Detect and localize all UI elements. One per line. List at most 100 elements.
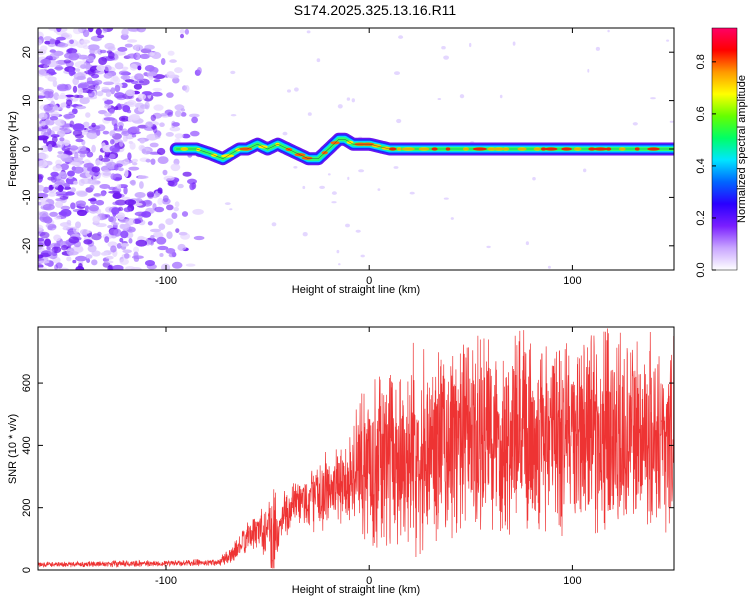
noise-blob xyxy=(55,191,68,196)
noise-blob xyxy=(111,207,120,215)
noise-speckle xyxy=(393,166,399,169)
noise-speckle xyxy=(666,39,670,42)
spectrogram-y-tick-label: 10 xyxy=(21,94,33,106)
noise-blob xyxy=(60,205,71,211)
colorbar-tick-label: 0.8 xyxy=(695,54,707,69)
noise-blob xyxy=(146,71,158,77)
noise-blob xyxy=(181,133,191,139)
noise-blob xyxy=(44,238,51,247)
noise-blob xyxy=(169,126,181,132)
noise-blob xyxy=(145,260,155,267)
noise-speckle xyxy=(409,191,415,195)
noise-blob xyxy=(52,79,58,87)
noise-blob xyxy=(44,73,52,79)
noise-blob xyxy=(48,248,55,256)
noise-blob xyxy=(48,71,57,75)
noise-blob xyxy=(103,112,112,117)
noise-blob xyxy=(163,175,175,181)
noise-blob xyxy=(55,262,63,269)
noise-blob xyxy=(62,158,74,163)
noise-blob xyxy=(107,46,116,51)
noise-blob xyxy=(105,255,114,260)
noise-blob xyxy=(190,130,200,137)
noise-blob xyxy=(137,65,142,71)
snr-x-tick-label: -100 xyxy=(155,575,177,587)
noise-blob xyxy=(75,200,87,207)
noise-blob xyxy=(53,243,61,248)
noise-blob xyxy=(118,115,130,122)
noise-blob xyxy=(56,140,65,149)
noise-blob xyxy=(87,179,98,185)
noise-blob xyxy=(118,125,124,131)
noise-blob xyxy=(130,267,142,270)
noise-speckle xyxy=(587,68,590,73)
noise-blob xyxy=(129,142,136,150)
noise-blob xyxy=(96,91,104,97)
noise-blob xyxy=(91,259,98,266)
noise-blob xyxy=(174,104,185,111)
noise-blob xyxy=(153,79,161,83)
noise-blob xyxy=(72,259,77,264)
snr-series-line xyxy=(38,328,674,569)
snr-y-tick-label: 600 xyxy=(21,374,33,392)
noise-blob xyxy=(91,166,101,173)
noise-blob xyxy=(97,34,105,39)
noise-blob xyxy=(178,231,188,236)
noise-blob xyxy=(145,121,154,128)
noise-speckle xyxy=(307,112,312,116)
noise-blob xyxy=(39,211,49,218)
noise-blob xyxy=(51,126,63,132)
noise-blob xyxy=(119,140,124,147)
noise-blob xyxy=(83,121,90,128)
noise-speckle xyxy=(229,208,233,211)
signal-ridge-centerline xyxy=(176,139,674,160)
noise-blob xyxy=(174,201,180,208)
noise-blob xyxy=(64,115,71,120)
noise-blob xyxy=(108,153,116,159)
noise-blob xyxy=(167,50,175,56)
noise-blob xyxy=(159,122,165,127)
noise-speckle xyxy=(224,202,231,206)
noise-blob xyxy=(85,254,93,259)
noise-blob xyxy=(146,191,155,198)
spectrogram-x-tick-label: -100 xyxy=(155,275,177,287)
noise-blob xyxy=(100,191,106,197)
noise-speckle xyxy=(525,241,530,246)
snr-line-layer xyxy=(38,328,674,569)
noise-blob xyxy=(166,231,173,240)
noise-blob xyxy=(54,179,65,186)
noise-blob xyxy=(99,184,111,189)
noise-blob xyxy=(96,124,106,132)
noise-blob xyxy=(69,39,74,45)
noise-speckle xyxy=(331,191,337,195)
noise-blob xyxy=(55,159,62,166)
noise-blob xyxy=(110,139,115,145)
noise-speckle xyxy=(595,46,601,51)
noise-blob xyxy=(56,153,69,159)
noise-blob xyxy=(67,170,75,177)
noise-blob xyxy=(127,53,138,59)
noise-blob xyxy=(146,133,158,141)
noise-blob xyxy=(104,260,114,264)
noise-blob xyxy=(160,112,168,117)
noise-blob xyxy=(119,258,129,265)
noise-speckle xyxy=(441,46,446,50)
noise-speckle xyxy=(294,87,299,92)
noise-blob xyxy=(188,113,200,118)
noise-blob xyxy=(159,253,164,257)
noise-speckle xyxy=(469,42,472,48)
noise-blob xyxy=(110,173,116,180)
noise-blob xyxy=(48,28,56,31)
noise-blob xyxy=(74,68,81,72)
noise-blob xyxy=(40,145,49,153)
noise-blob xyxy=(53,234,61,242)
noise-blob xyxy=(149,52,155,56)
noise-blob xyxy=(137,175,149,179)
noise-blob xyxy=(95,199,105,206)
noise-blob xyxy=(52,184,60,188)
noise-blob xyxy=(112,192,122,199)
noise-blob xyxy=(55,200,63,208)
snr-x-ticks: -100 0 100 xyxy=(155,327,582,587)
noise-speckle xyxy=(632,122,638,126)
noise-blob xyxy=(75,255,87,262)
